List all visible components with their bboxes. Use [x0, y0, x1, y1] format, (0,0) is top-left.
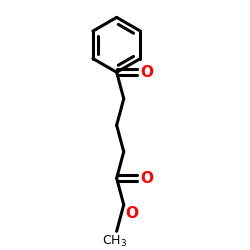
Text: O: O	[140, 171, 153, 186]
Text: CH$_3$: CH$_3$	[102, 234, 127, 249]
Text: O: O	[125, 206, 138, 221]
Text: O: O	[140, 65, 153, 80]
